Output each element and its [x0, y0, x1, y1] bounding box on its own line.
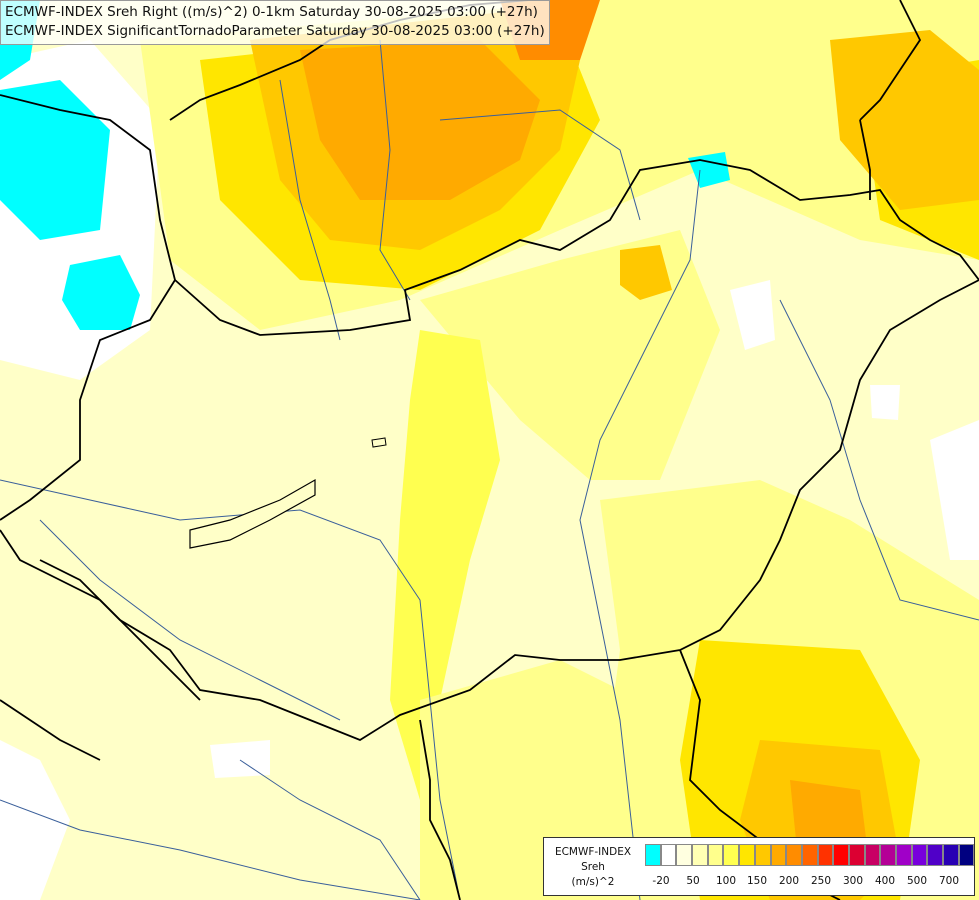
legend-swatch: [896, 844, 912, 866]
legend-swatch: [848, 844, 865, 866]
legend-unit: (m/s)^2: [571, 876, 615, 888]
border-west: [0, 279, 176, 521]
field-white-north-east: [730, 280, 775, 350]
map-title-line-2: ECMWF-INDEX SignificantTornadoParameter …: [5, 23, 545, 39]
legend-swatch: [692, 844, 708, 866]
river-sava: [0, 799, 421, 900]
legend-tick-label: 400: [874, 875, 896, 887]
field-cyan-north-west: [0, 80, 110, 240]
border-east: [859, 119, 871, 200]
color-legend: ECMWF-INDEX Sreh (m/s)^2 -20 50 100 150 200 2…: [543, 837, 975, 896]
field-white-blob-2: [870, 385, 900, 420]
legend-swatch: [958, 844, 975, 866]
legend-swatch: [801, 844, 818, 866]
border-north: [0, 94, 176, 281]
legend-tick-label: 50: [686, 875, 700, 887]
legend-swatch: [645, 844, 661, 866]
border-south-west: [0, 699, 101, 761]
river-north-2: [379, 39, 411, 301]
field-orange-east: [830, 30, 979, 210]
map-title-box: ECMWF-INDEX Sreh Right ((m/s)^2) 0-1km S…: [0, 0, 550, 45]
legend-swatch: [770, 844, 787, 866]
legend-swatch: [786, 844, 802, 866]
legend-swatch: [880, 844, 896, 866]
field-white-east: [930, 420, 979, 560]
border-east-top: [859, 0, 922, 121]
legend-tick-label: 100: [715, 875, 737, 887]
legend-swatch: [943, 844, 959, 866]
legend-swatch: [911, 844, 928, 866]
field-cyan-west: [62, 255, 140, 330]
legend-tick-label: 200: [778, 875, 800, 887]
legend-swatch: [864, 844, 881, 866]
river-east: [779, 299, 979, 621]
border-hungary: [39, 159, 979, 742]
legend-tick-label: 250: [810, 875, 832, 887]
legend-tick-label: 300: [842, 875, 864, 887]
legend-swatch: [660, 844, 677, 866]
field-orange-spot: [620, 245, 672, 300]
legend-tick-label: 500: [906, 875, 928, 887]
river-south: [239, 759, 421, 900]
border-south: [419, 719, 461, 900]
legend-swatch: [723, 844, 740, 866]
river-tisza: [579, 169, 701, 900]
legend-swatch: [817, 844, 834, 866]
river-west: [39, 519, 341, 721]
field-orange-north-core: [300, 40, 540, 200]
legend-swatch: [676, 844, 693, 866]
legend-swatches: [645, 844, 975, 866]
field-white-south-west: [0, 740, 70, 900]
legend-swatch: [739, 844, 755, 866]
legend-variable: Sreh: [581, 861, 605, 873]
field-white-blob-1: [210, 740, 270, 778]
legend-swatch: [833, 844, 849, 866]
legend-swatch: [927, 844, 944, 866]
lake-small: [371, 437, 387, 448]
legend-tick-label: 700: [938, 875, 960, 887]
legend-tick-label: -20: [652, 875, 670, 887]
legend-title: ECMWF-INDEX: [554, 846, 632, 858]
lake-balaton: [189, 478, 316, 549]
legend-swatch: [707, 844, 724, 866]
river-danube: [0, 479, 461, 900]
border-west-2: [0, 529, 201, 701]
legend-swatch: [754, 844, 771, 866]
rivers: [0, 39, 979, 900]
river-north-1: [279, 79, 341, 341]
map-title-line-1: ECMWF-INDEX Sreh Right ((m/s)^2) 0-1km S…: [5, 4, 538, 20]
field-yellow-strip: [390, 330, 500, 800]
legend-tick-label: 150: [746, 875, 768, 887]
